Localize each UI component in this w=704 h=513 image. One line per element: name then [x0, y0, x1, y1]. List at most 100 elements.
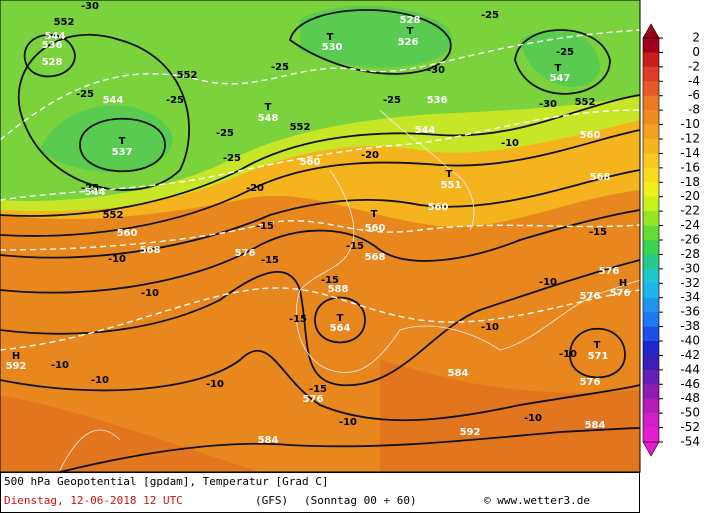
contour-label: 571 [588, 351, 609, 362]
contour-label: -25 [216, 128, 234, 139]
footer-date: Dienstag, 12-06-2018 12 UTC [4, 494, 183, 507]
legend-cell [643, 211, 659, 226]
legend-cell [643, 297, 659, 313]
legend-cell [643, 326, 659, 342]
legend-label: -34 [680, 290, 700, 304]
contour-label: 544 [103, 95, 124, 106]
contour-label: 564 [330, 323, 351, 334]
contour-label: -15 [261, 255, 279, 266]
contour-label: -25 [81, 183, 99, 194]
contour-label: 528 [400, 15, 421, 26]
legend-cell [643, 182, 659, 198]
contour-label: -25 [271, 62, 289, 73]
contour-label: -15 [346, 241, 364, 252]
contour-label: 544 [415, 125, 436, 136]
legend-label: -8 [688, 103, 700, 117]
pressure-center: T [446, 169, 453, 180]
contour-label: 526 [398, 37, 419, 48]
legend-cell [643, 81, 659, 97]
footer-model: (GFS) [255, 494, 288, 507]
contour-label: -20 [246, 183, 264, 194]
contour-label: 544 [85, 187, 106, 198]
contour-label: 552 [54, 17, 75, 28]
legend-cell [643, 52, 659, 68]
legend-label: -2 [688, 59, 700, 73]
legend-label: -20 [680, 189, 700, 203]
contour-label: 584 [448, 368, 469, 379]
legend-cell [643, 413, 659, 428]
legend-label: -12 [680, 132, 700, 146]
legend-cell [643, 240, 659, 255]
legend-cell [643, 196, 659, 212]
legend-cell [643, 110, 659, 125]
contour-label: 536 [42, 40, 63, 51]
contour-label: 560 [117, 228, 138, 239]
legend-cell [643, 66, 659, 82]
contour-label: -15 [589, 227, 607, 238]
legend-label: -42 [680, 348, 700, 362]
contour-label: 560 [300, 157, 321, 168]
legend-label: -38 [680, 319, 700, 333]
contour-label: 560 [365, 223, 386, 234]
contour-label: -25 [556, 47, 574, 58]
legend-label: -46 [680, 377, 700, 391]
contour-label: -15 [309, 384, 327, 395]
legend-cell [643, 268, 659, 284]
legend-cell [643, 341, 659, 356]
contour-label: -10 [141, 288, 159, 299]
contour-label: 568 [365, 252, 386, 263]
legend-cell [643, 139, 659, 154]
contour-label: 576 [235, 248, 256, 259]
legend-label: -44 [680, 362, 700, 376]
contour-label: -30 [539, 99, 557, 110]
contour-label: -10 [206, 379, 224, 390]
legend-cell [643, 312, 659, 327]
contour-label: -10 [539, 277, 557, 288]
legend-label: -48 [680, 391, 700, 405]
contour-label: 544 [45, 31, 66, 42]
contour-label: 528 [42, 57, 63, 68]
pressure-center: T [265, 102, 272, 113]
contour-label: 547 [550, 73, 571, 84]
legend-label: -10 [680, 117, 700, 131]
coastlines [0, 109, 641, 471]
contour-label: -15 [256, 221, 274, 232]
pressure-center: T [555, 63, 562, 74]
legend-cell [643, 254, 659, 270]
footer-title: 500 hPa Geopotential [gpdam], Temperatur… [4, 475, 329, 488]
legend-label: -6 [688, 88, 700, 102]
legend-label: -4 [688, 74, 700, 88]
contour-label: -10 [51, 360, 69, 371]
contour-label: 576 [610, 288, 631, 299]
contour-label: -10 [559, 349, 577, 360]
footer-credit: © www.wetter3.de [484, 494, 590, 507]
pressure-center: H [619, 278, 627, 289]
legend-label: 2 [692, 31, 700, 45]
contour-label: 576 [580, 377, 601, 388]
legend-label: 0 [692, 45, 700, 59]
contour-label: 551 [441, 180, 462, 191]
contour-label: 576 [580, 291, 601, 302]
temperature-isotherms [0, 29, 641, 351]
legend-cell [643, 225, 659, 241]
legend-cell [643, 355, 659, 371]
contour-label: 537 [112, 147, 133, 158]
contour-label: -25 [223, 153, 241, 164]
legend-cell [643, 283, 659, 299]
contour-label: 552 [177, 70, 198, 81]
contour-label: -20 [361, 150, 379, 161]
legend-label: -40 [680, 334, 700, 348]
legend-label: -14 [680, 146, 700, 160]
legend-cell [643, 384, 659, 400]
contour-label: 588 [328, 284, 349, 295]
contour-label: 576 [303, 394, 324, 405]
legend-cell [643, 427, 659, 443]
legend-cell [643, 38, 659, 53]
pressure-center: T [594, 340, 601, 351]
contour-label: -10 [481, 322, 499, 333]
contour-label: 536 [427, 95, 448, 106]
contour-label: 584 [585, 420, 606, 431]
